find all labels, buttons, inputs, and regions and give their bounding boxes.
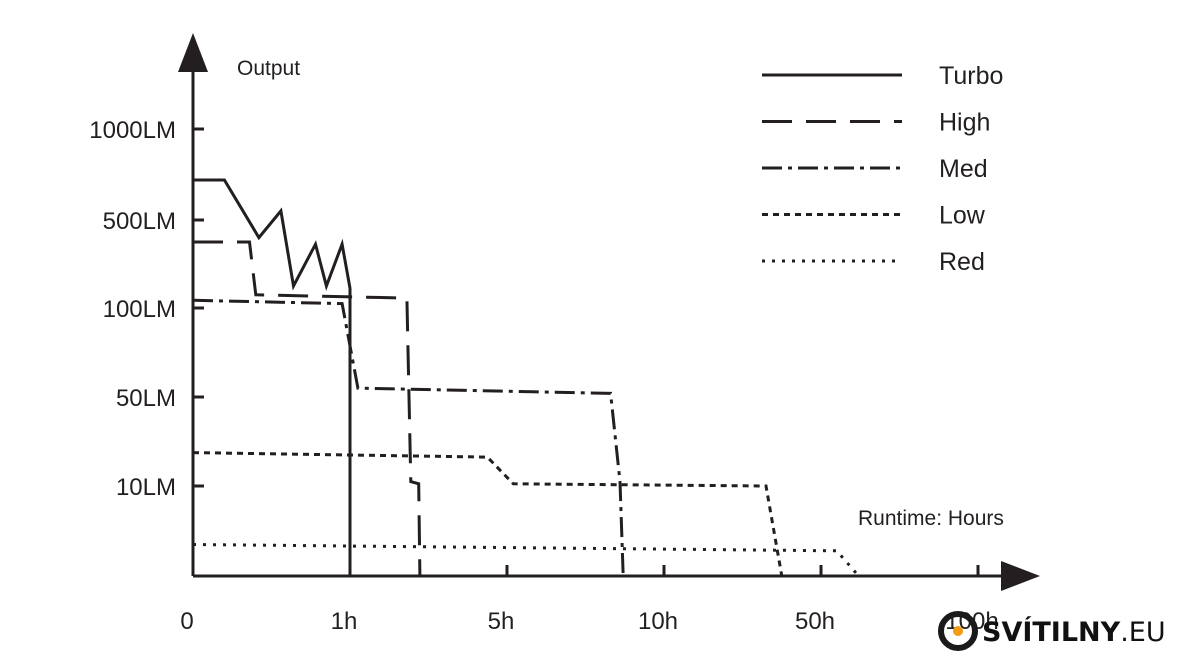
x-tick-label: 1h	[331, 608, 358, 635]
legend-label-low: Low	[939, 202, 986, 230]
x-tick-label: 50h	[795, 608, 835, 635]
legend-label-high: High	[939, 109, 990, 137]
y-axis-title: Output	[237, 57, 300, 80]
brand-logo-icon	[938, 611, 978, 651]
y-tick-label: 1000LM	[89, 117, 176, 144]
x-tick-label: 5h	[488, 608, 515, 635]
y-tick-label: 100LM	[103, 296, 176, 323]
brand-watermark: SVÍTILNY.EU	[938, 611, 1166, 651]
series-line-turbo	[193, 178, 352, 576]
legend-label-turbo: Turbo	[939, 62, 1003, 90]
x-axis-title: Runtime: Hours	[858, 507, 1004, 530]
x-axis-arrow-icon	[1001, 561, 1040, 591]
series-layer	[192, 178, 860, 577]
series-line-red	[192, 543, 860, 577]
y-axis-arrow-icon	[178, 33, 208, 72]
y-tick-label: 10LM	[116, 474, 176, 501]
legend-label-med: Med	[939, 155, 988, 183]
brand-text-bold: SVÍTILNY	[982, 616, 1121, 648]
series-line-med	[192, 298, 625, 577]
x-tick-label: 10h	[638, 608, 678, 635]
axes	[178, 33, 1040, 591]
y-tick-label: 500LM	[103, 208, 176, 235]
brand-text: SVÍTILNY.EU	[982, 616, 1166, 648]
legend: Turbo High Med Low Red	[762, 62, 1003, 276]
series-line-high	[193, 240, 422, 577]
series-line-low	[192, 451, 784, 577]
x-tick-label: 0	[180, 608, 193, 635]
legend-label-red: Red	[939, 248, 985, 276]
y-tick-label: 50LM	[116, 385, 176, 412]
brand-text-light: .EU	[1120, 617, 1165, 648]
